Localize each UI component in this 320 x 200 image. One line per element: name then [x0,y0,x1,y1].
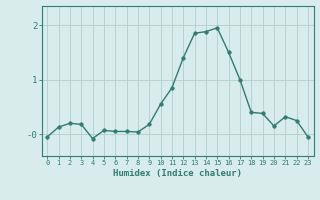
X-axis label: Humidex (Indice chaleur): Humidex (Indice chaleur) [113,169,242,178]
